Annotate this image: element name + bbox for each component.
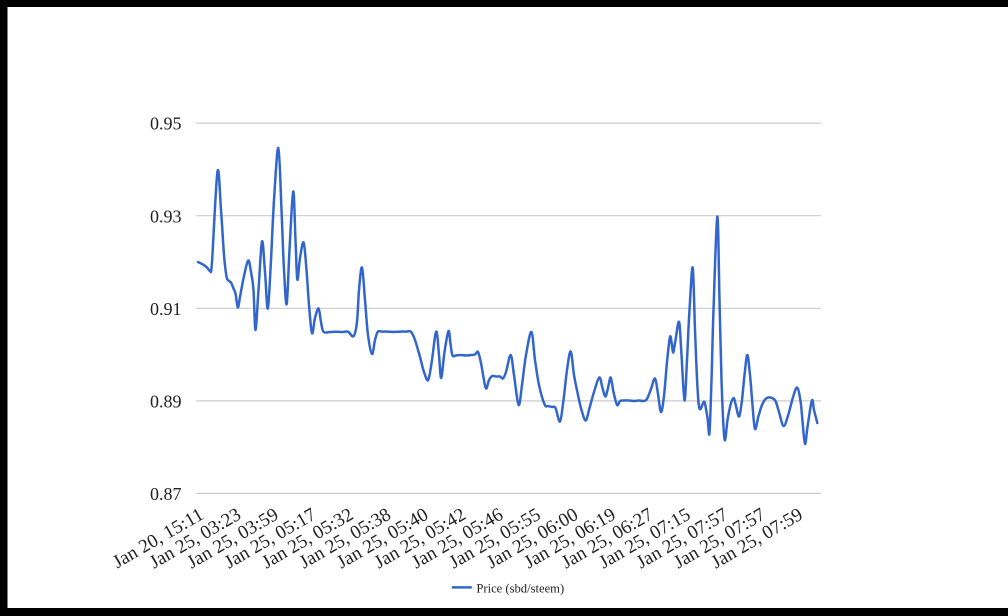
svg-text:Price (sbd/steem): Price (sbd/steem) bbox=[476, 581, 564, 595]
svg-text:0.95: 0.95 bbox=[150, 114, 182, 134]
svg-text:0.91: 0.91 bbox=[150, 299, 182, 319]
svg-text:0.87: 0.87 bbox=[150, 484, 182, 504]
svg-text:0.93: 0.93 bbox=[150, 206, 182, 226]
svg-text:0.89: 0.89 bbox=[150, 392, 182, 412]
